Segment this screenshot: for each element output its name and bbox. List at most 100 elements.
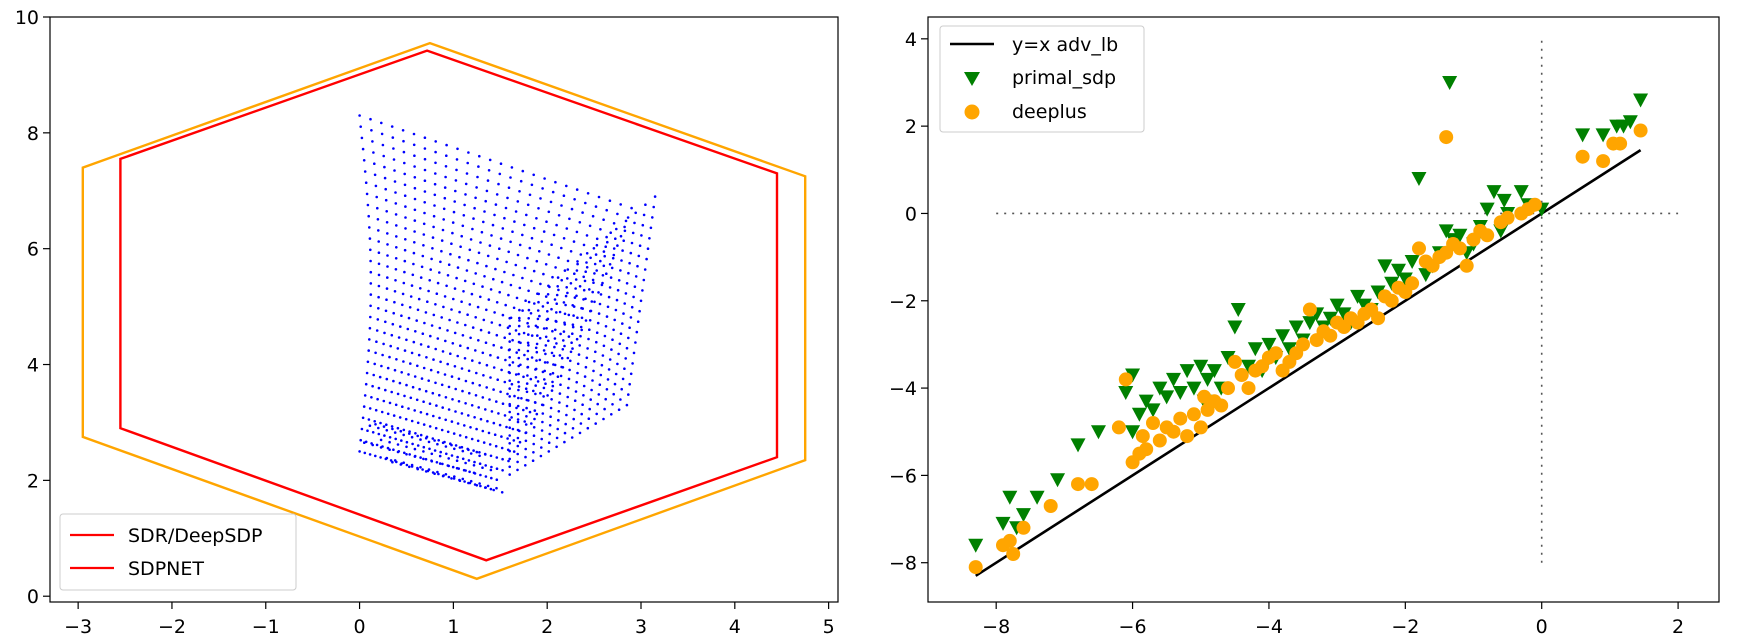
cloud-point: [555, 445, 558, 449]
cloud-point: [605, 315, 609, 318]
cloud-point: [495, 333, 499, 337]
cloud-point: [527, 325, 530, 328]
cloud-point: [558, 401, 561, 404]
cloud-point: [503, 414, 507, 417]
cloud-point: [434, 140, 438, 143]
cloud-point: [554, 319, 558, 323]
cloud-point: [405, 453, 408, 456]
cloud-point: [591, 290, 594, 294]
cloud-point: [575, 269, 579, 272]
cloud-point: [413, 241, 416, 244]
cloud-point: [573, 399, 577, 403]
right-legend: y=x adv_lb primal_sdp deeplus: [939, 25, 1145, 133]
cloud-point: [358, 114, 361, 117]
cloud-point: [489, 376, 492, 379]
cloud-point: [633, 285, 637, 289]
left-xtick-label: 3: [635, 616, 647, 636]
cloud-point: [474, 349, 477, 352]
cloud-point: [417, 353, 421, 357]
cloud-point: [515, 351, 518, 354]
cloud-point: [561, 348, 565, 351]
cloud-point: [399, 463, 403, 466]
cloud-point: [445, 284, 448, 288]
cloud-point: [511, 338, 514, 342]
cloud-point: [589, 309, 593, 313]
cloud-point: [369, 304, 372, 308]
cloud-point: [413, 230, 416, 233]
cloud-point: [378, 375, 382, 379]
cloud-point: [394, 257, 398, 260]
cloud-point: [619, 269, 622, 272]
cloud-point: [393, 459, 397, 462]
deeplus-point: [1633, 123, 1648, 138]
cloud-point: [397, 336, 401, 339]
cloud-point: [580, 316, 584, 320]
cloud-point: [371, 140, 374, 143]
cloud-point: [377, 240, 381, 243]
cloud-point: [631, 362, 634, 365]
cloud-point: [394, 437, 398, 441]
cloud-point: [584, 201, 587, 205]
cloud-point: [543, 177, 546, 180]
cloud-point: [607, 368, 611, 371]
cloud-point: [544, 295, 548, 298]
cloud-point: [591, 379, 594, 382]
cloud-point: [434, 347, 438, 351]
cloud-point: [486, 179, 490, 182]
cloud-point: [468, 303, 472, 306]
legend-label-deeplus: deeplus: [1012, 101, 1087, 123]
cloud-point: [450, 443, 453, 447]
cloud-point: [521, 276, 524, 280]
cloud-point: [417, 297, 421, 301]
cloud-point: [424, 389, 428, 393]
cloud-point: [582, 298, 585, 301]
cloud-point: [444, 445, 448, 448]
cloud-point: [487, 431, 491, 435]
cloud-point: [402, 360, 405, 363]
cloud-point: [563, 312, 567, 316]
cloud-point: [566, 259, 570, 263]
cloud-point: [434, 172, 437, 175]
cloud-point: [632, 351, 636, 355]
cloud-point: [525, 390, 529, 394]
cloud-point: [606, 240, 609, 244]
cloud-point: [451, 342, 455, 345]
cloud-point: [576, 262, 579, 266]
cloud-point: [432, 225, 435, 229]
cloud-point: [412, 262, 415, 266]
cloud-point: [530, 183, 534, 187]
cloud-point: [592, 369, 595, 373]
cloud-point: [534, 376, 538, 379]
cloud-point: [612, 222, 616, 225]
primal-sdp-point: [1496, 193, 1512, 208]
cloud-point: [382, 425, 386, 428]
primal-sdp-point: [995, 516, 1011, 531]
cloud-point: [598, 302, 602, 306]
cloud-point: [369, 259, 372, 263]
cloud-point: [509, 240, 512, 244]
cloud-point: [472, 471, 476, 475]
cloud-point: [419, 438, 422, 441]
cloud-point: [468, 470, 471, 474]
cloud-point: [362, 159, 366, 162]
cloud-point: [518, 316, 521, 320]
cloud-point: [374, 351, 377, 355]
legend-swatch-deeplus: [964, 104, 980, 120]
cloud-point: [595, 243, 599, 247]
cloud-point: [403, 259, 407, 263]
deeplus-point: [1459, 258, 1474, 273]
cloud-point: [508, 402, 512, 406]
cloud-point: [430, 257, 433, 261]
deeplus-point: [1071, 477, 1085, 492]
cloud-point: [523, 353, 526, 357]
cloud-point: [624, 219, 628, 223]
cloud-point: [517, 332, 521, 336]
cloud-point: [445, 143, 448, 147]
cloud-point: [456, 147, 459, 151]
cloud-point: [385, 298, 388, 302]
legend-swatch-primal-sdp: [964, 72, 980, 86]
cloud-point: [475, 427, 478, 431]
cloud-point: [621, 249, 624, 252]
cloud-point: [534, 367, 538, 371]
cloud-point: [546, 394, 549, 397]
